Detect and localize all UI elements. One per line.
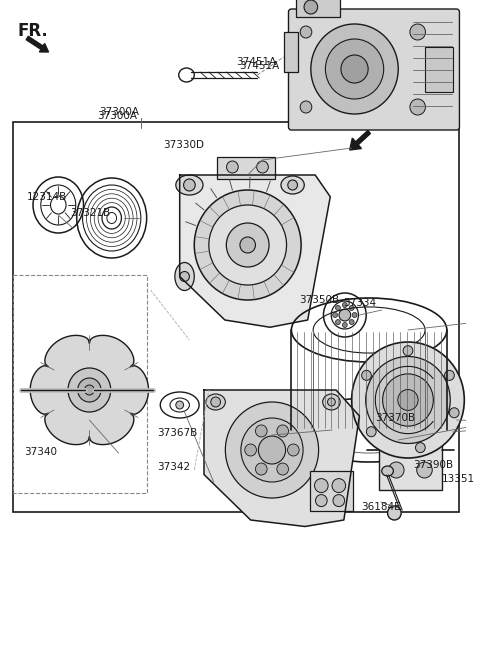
Circle shape <box>327 398 336 406</box>
Ellipse shape <box>206 394 225 410</box>
Circle shape <box>240 237 255 253</box>
Circle shape <box>342 323 347 327</box>
Circle shape <box>349 306 354 310</box>
Circle shape <box>352 342 464 458</box>
Polygon shape <box>30 335 148 445</box>
Circle shape <box>304 0 318 14</box>
Circle shape <box>332 478 346 493</box>
Circle shape <box>68 368 111 412</box>
Circle shape <box>386 430 406 450</box>
Circle shape <box>288 444 299 456</box>
Circle shape <box>288 180 298 190</box>
Text: 12314B: 12314B <box>27 192 68 202</box>
Circle shape <box>352 313 357 317</box>
Circle shape <box>417 462 432 478</box>
Circle shape <box>415 430 434 450</box>
Ellipse shape <box>382 466 394 476</box>
Circle shape <box>225 402 319 498</box>
Text: 37334: 37334 <box>343 298 376 308</box>
Circle shape <box>277 463 288 475</box>
Text: 37330D: 37330D <box>163 140 204 150</box>
Circle shape <box>333 313 337 317</box>
Circle shape <box>211 397 220 407</box>
Circle shape <box>255 425 267 437</box>
Circle shape <box>388 462 404 478</box>
Circle shape <box>444 371 454 380</box>
FancyBboxPatch shape <box>288 9 459 130</box>
Circle shape <box>300 26 312 38</box>
Text: 37340: 37340 <box>24 447 57 457</box>
FancyArrow shape <box>350 131 371 150</box>
Polygon shape <box>180 175 330 327</box>
Text: 37342: 37342 <box>157 462 191 472</box>
Circle shape <box>255 463 267 475</box>
Circle shape <box>78 378 101 402</box>
Circle shape <box>361 371 372 380</box>
Circle shape <box>257 161 268 173</box>
Circle shape <box>258 436 286 464</box>
Bar <box>425 47 453 92</box>
Circle shape <box>403 346 413 355</box>
Circle shape <box>387 506 401 520</box>
Circle shape <box>410 24 425 40</box>
Circle shape <box>383 374 433 426</box>
Circle shape <box>410 99 425 115</box>
Text: 37300A: 37300A <box>99 107 139 117</box>
Circle shape <box>336 319 340 325</box>
Circle shape <box>209 205 287 285</box>
Ellipse shape <box>323 394 340 410</box>
Circle shape <box>366 357 450 443</box>
Text: 37370B: 37370B <box>375 413 415 423</box>
Text: 36184E: 36184E <box>361 502 401 512</box>
Circle shape <box>227 161 238 173</box>
Bar <box>296 0 340 17</box>
Text: 37321B: 37321B <box>70 208 110 218</box>
Circle shape <box>341 55 368 83</box>
Ellipse shape <box>176 175 203 195</box>
Text: 13351: 13351 <box>442 474 475 484</box>
Polygon shape <box>204 390 360 526</box>
Circle shape <box>241 418 303 482</box>
Ellipse shape <box>175 263 194 290</box>
Bar <box>12 122 459 512</box>
Circle shape <box>342 302 347 307</box>
Text: 37367B: 37367B <box>157 428 198 438</box>
Circle shape <box>475 423 480 437</box>
Circle shape <box>366 426 376 437</box>
Circle shape <box>84 385 94 395</box>
Circle shape <box>315 495 327 507</box>
Circle shape <box>449 408 459 418</box>
Circle shape <box>277 425 288 437</box>
Text: FR.: FR. <box>17 22 48 40</box>
Text: 37451A: 37451A <box>239 61 279 71</box>
Circle shape <box>336 306 340 310</box>
Circle shape <box>398 390 418 411</box>
Bar <box>284 32 298 72</box>
Circle shape <box>245 444 256 456</box>
Bar <box>379 415 442 490</box>
Circle shape <box>227 223 269 267</box>
Text: 37451A: 37451A <box>236 57 276 67</box>
Bar <box>217 157 275 179</box>
Text: 37350B: 37350B <box>299 295 339 305</box>
Circle shape <box>333 495 345 507</box>
Text: 37300A: 37300A <box>97 111 137 121</box>
FancyArrow shape <box>26 36 48 52</box>
Circle shape <box>416 443 425 453</box>
Circle shape <box>339 309 351 321</box>
Polygon shape <box>379 415 442 490</box>
Bar <box>310 470 353 510</box>
Circle shape <box>314 478 328 493</box>
Circle shape <box>325 39 384 99</box>
Circle shape <box>300 101 312 113</box>
Ellipse shape <box>281 176 304 194</box>
Circle shape <box>176 401 183 409</box>
Circle shape <box>311 24 398 114</box>
Circle shape <box>183 179 195 191</box>
Text: 37390B: 37390B <box>413 460 453 470</box>
Circle shape <box>349 319 354 325</box>
Circle shape <box>180 271 190 281</box>
Circle shape <box>194 190 301 300</box>
Bar <box>12 275 147 493</box>
